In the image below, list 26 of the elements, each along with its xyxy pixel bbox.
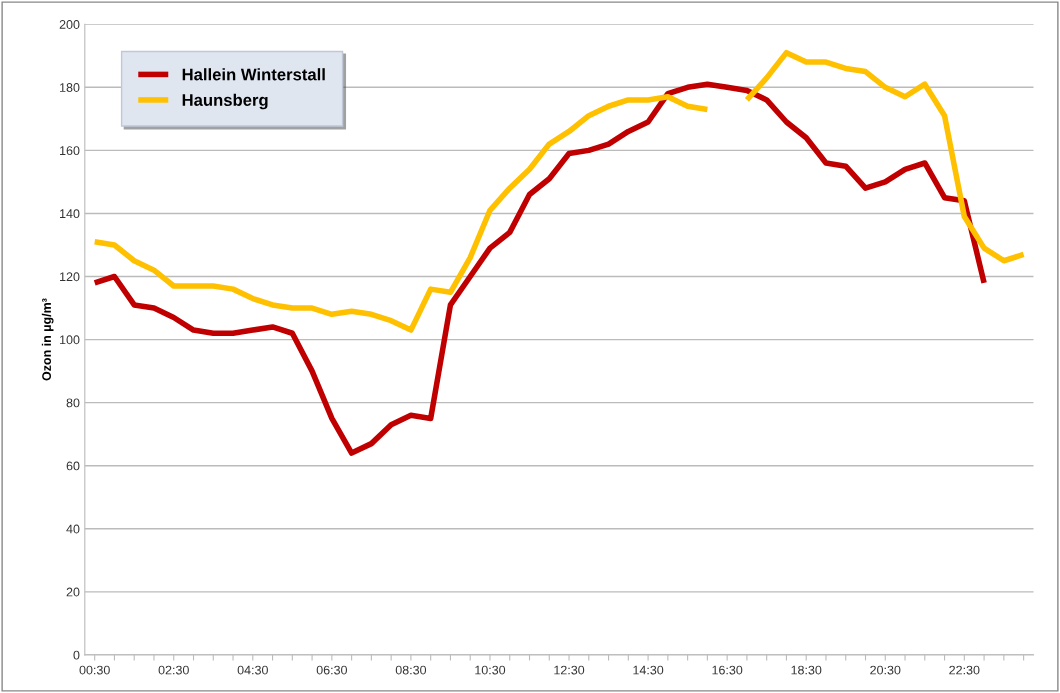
y-tick-label: 60	[66, 461, 80, 471]
x-tick-label: 12:30	[554, 665, 585, 675]
legend-label: Hallein Winterstall	[182, 68, 325, 81]
y-tick-label: 120	[60, 272, 80, 282]
x-tick-label: 02:30	[158, 665, 189, 675]
y-tick-label: 20	[66, 587, 80, 597]
y-tick-label: 40	[66, 524, 80, 534]
x-tick-label: 08:30	[395, 665, 427, 675]
x-tick-label: 00:30	[79, 665, 110, 675]
y-tick-label: 180	[60, 83, 80, 92]
y-tick-label: 0	[73, 650, 80, 660]
x-tick-label: 22:30	[949, 665, 980, 675]
y-tick-label: 200	[59, 20, 80, 29]
x-tick-label: 18:30	[791, 665, 822, 675]
x-tick-label: 20:30	[870, 665, 901, 675]
x-tick-label: 06:30	[316, 665, 348, 675]
y-tick-label: 100	[60, 335, 80, 345]
y-tick-label: 160	[60, 146, 80, 156]
x-tick-label: 04:30	[237, 665, 268, 675]
y-axis-title: Ozon in µg/m³	[41, 298, 54, 381]
x-tick-label: 16:30	[712, 665, 743, 675]
x-tick-label: 10:30	[475, 665, 506, 675]
legend-label: Haunsberg	[182, 93, 268, 110]
y-tick-label: 140	[60, 209, 80, 219]
y-tick-label: 80	[66, 398, 80, 408]
x-tick-label: 14:30	[633, 665, 664, 675]
